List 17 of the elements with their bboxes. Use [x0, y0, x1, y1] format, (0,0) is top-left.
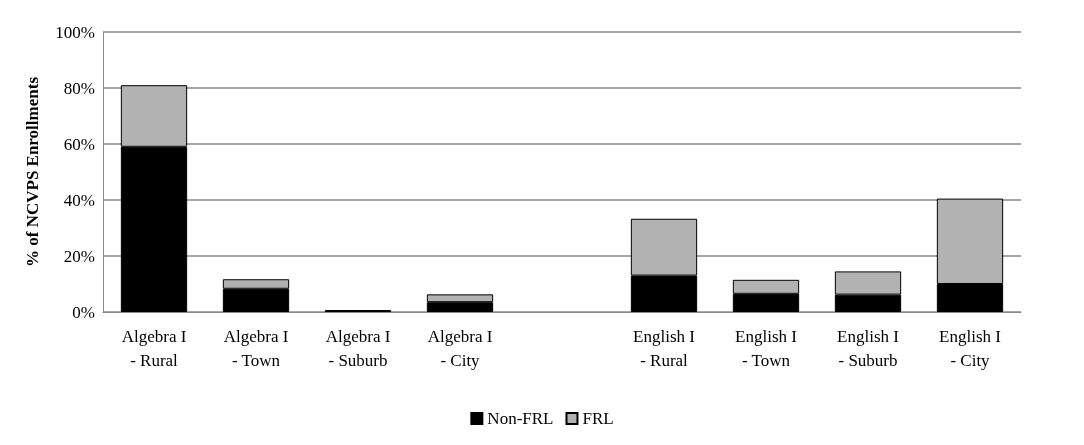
x-tick-label: English I - Town — [735, 326, 798, 370]
x-tick-label: English I - Rural — [633, 326, 696, 370]
x-tick-label: Algebra I - Town — [223, 326, 289, 370]
y-axis-title: % of NCVPS Enrollments — [23, 76, 42, 267]
y-tick-label: 0% — [72, 302, 95, 322]
y-tick-label: 20% — [63, 246, 95, 266]
x-tick-label: English I - Suburb — [837, 326, 900, 370]
x-tick-label: English I - City — [939, 326, 1002, 370]
y-tick-label: 60% — [63, 134, 95, 154]
x-tick-label: Algebra I - City — [427, 326, 493, 370]
x-tick-label: Algebra I - Rural — [121, 326, 187, 370]
y-tick-label: 100% — [55, 22, 95, 42]
legend-label: FRL — [582, 409, 614, 428]
x-tick-label: Algebra I - Suburb — [325, 326, 391, 370]
y-tick-label: 80% — [63, 78, 95, 98]
legend-label: Non-FRL — [487, 409, 554, 428]
y-tick-label: 40% — [63, 190, 95, 210]
